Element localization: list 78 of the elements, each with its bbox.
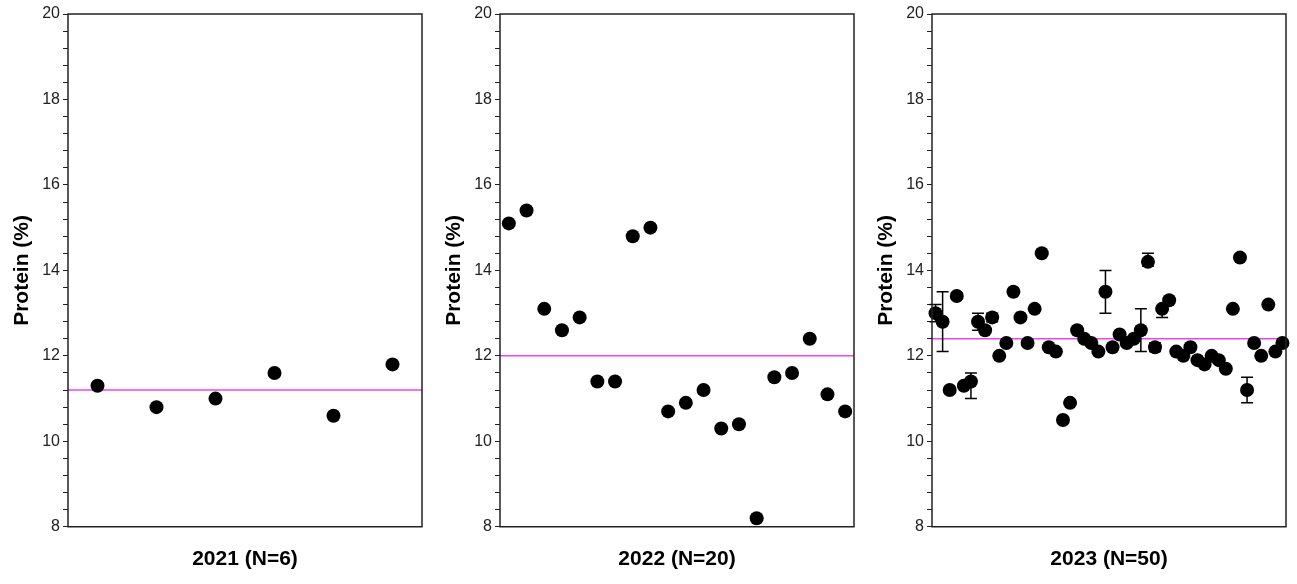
point <box>554 323 569 338</box>
y-tick-label: 16 <box>474 175 493 193</box>
point <box>978 323 993 338</box>
point <box>838 404 853 419</box>
point <box>643 220 658 235</box>
y-tick-label: 12 <box>906 346 925 364</box>
point <box>1034 246 1049 261</box>
point <box>696 383 711 398</box>
y-tick-label: 14 <box>474 260 493 278</box>
y-tick-label: 8 <box>915 517 925 535</box>
point <box>1183 340 1198 355</box>
point <box>992 348 1007 363</box>
point <box>1091 344 1106 359</box>
y-tick-label: 10 <box>906 431 925 449</box>
point <box>590 374 605 389</box>
point <box>90 378 105 393</box>
point <box>802 331 817 346</box>
point <box>999 336 1014 351</box>
point <box>661 404 676 419</box>
x-axis-title: 2023 (N=50) <box>1050 546 1168 570</box>
point <box>1006 284 1021 299</box>
y-axis-title: Protein (%) <box>873 214 897 326</box>
y-tick-label: 10 <box>42 431 61 449</box>
x-axis-title: 2022 (N=20) <box>618 546 736 570</box>
point <box>1055 412 1070 427</box>
point <box>208 391 223 406</box>
point <box>767 370 782 385</box>
y-tick-label: 18 <box>474 89 493 107</box>
point <box>326 408 341 423</box>
point <box>519 203 534 218</box>
y-tick-label: 18 <box>42 89 61 107</box>
y-tick-label: 14 <box>42 260 61 278</box>
y-tick-label: 8 <box>483 517 493 535</box>
y-tick-label: 20 <box>906 4 925 22</box>
point <box>267 365 282 380</box>
point <box>785 365 800 380</box>
point <box>731 417 746 432</box>
y-tick-label: 16 <box>42 175 61 193</box>
point <box>1084 336 1099 351</box>
y-tick-label: 16 <box>906 175 925 193</box>
point <box>537 301 552 316</box>
point <box>572 310 587 325</box>
y-axis-title: Protein (%) <box>9 214 33 326</box>
y-tick-label: 12 <box>42 346 61 364</box>
y-tick-label: 8 <box>51 517 61 535</box>
point <box>1261 297 1276 312</box>
point <box>385 357 400 372</box>
point <box>149 400 164 415</box>
point <box>1027 301 1042 316</box>
point <box>1020 336 1035 351</box>
point <box>625 229 640 244</box>
point <box>949 289 964 304</box>
point <box>1218 361 1233 376</box>
y-axis-title: Protein (%) <box>441 214 465 326</box>
point <box>1105 340 1120 355</box>
point <box>1225 301 1240 316</box>
point <box>1162 293 1177 308</box>
point <box>749 511 764 526</box>
y-tick-label: 14 <box>906 260 925 278</box>
point <box>1232 250 1247 265</box>
y-tick-label: 20 <box>42 4 61 22</box>
y-tick-label: 10 <box>474 431 493 449</box>
point <box>608 374 623 389</box>
x-axis-title: 2021 (N=6) <box>192 546 298 570</box>
point <box>501 216 516 231</box>
point <box>678 395 693 410</box>
y-tick-label: 20 <box>474 4 493 22</box>
point <box>1070 323 1085 338</box>
point <box>1048 344 1063 359</box>
point <box>820 387 835 402</box>
y-tick-label: 12 <box>474 346 493 364</box>
point <box>942 383 957 398</box>
point <box>1254 348 1269 363</box>
point <box>1013 310 1028 325</box>
point <box>1247 336 1262 351</box>
point <box>1063 395 1078 410</box>
point <box>714 421 729 436</box>
y-tick-label: 18 <box>906 89 925 107</box>
